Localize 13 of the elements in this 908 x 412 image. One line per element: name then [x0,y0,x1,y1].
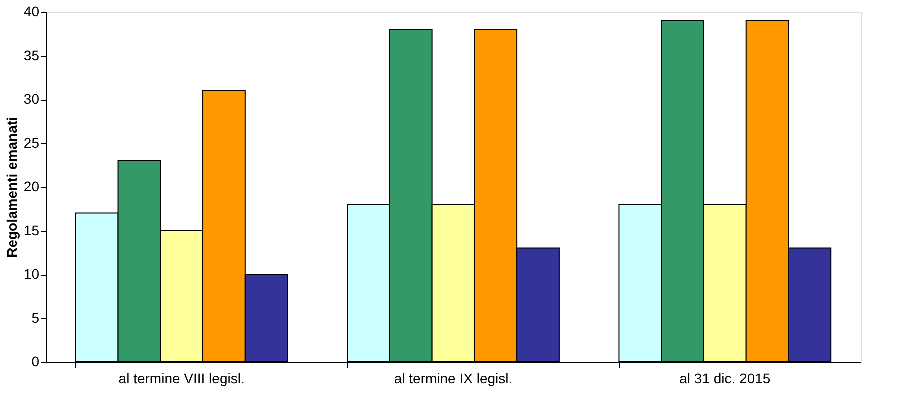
y-tick-label: 35 [24,47,40,64]
y-tick-label: 5 [32,310,40,326]
y-tick-label: 10 [24,266,40,282]
x-tick-label: al 31 dic. 2015 [680,370,771,386]
y-tick-label: 30 [24,91,40,107]
x-tick-label: al termine IX legisl. [394,370,513,386]
y-tick-label: 15 [24,222,40,238]
y-tick-label: 25 [24,134,40,151]
y-tick-label: 20 [24,178,40,194]
y-axis-title: Regolamenti emanati [4,117,20,258]
y-tick-label: 0 [32,354,40,370]
y-tick-label: 40 [24,4,40,20]
x-tick-label: al termine VIII legisl. [118,370,245,386]
